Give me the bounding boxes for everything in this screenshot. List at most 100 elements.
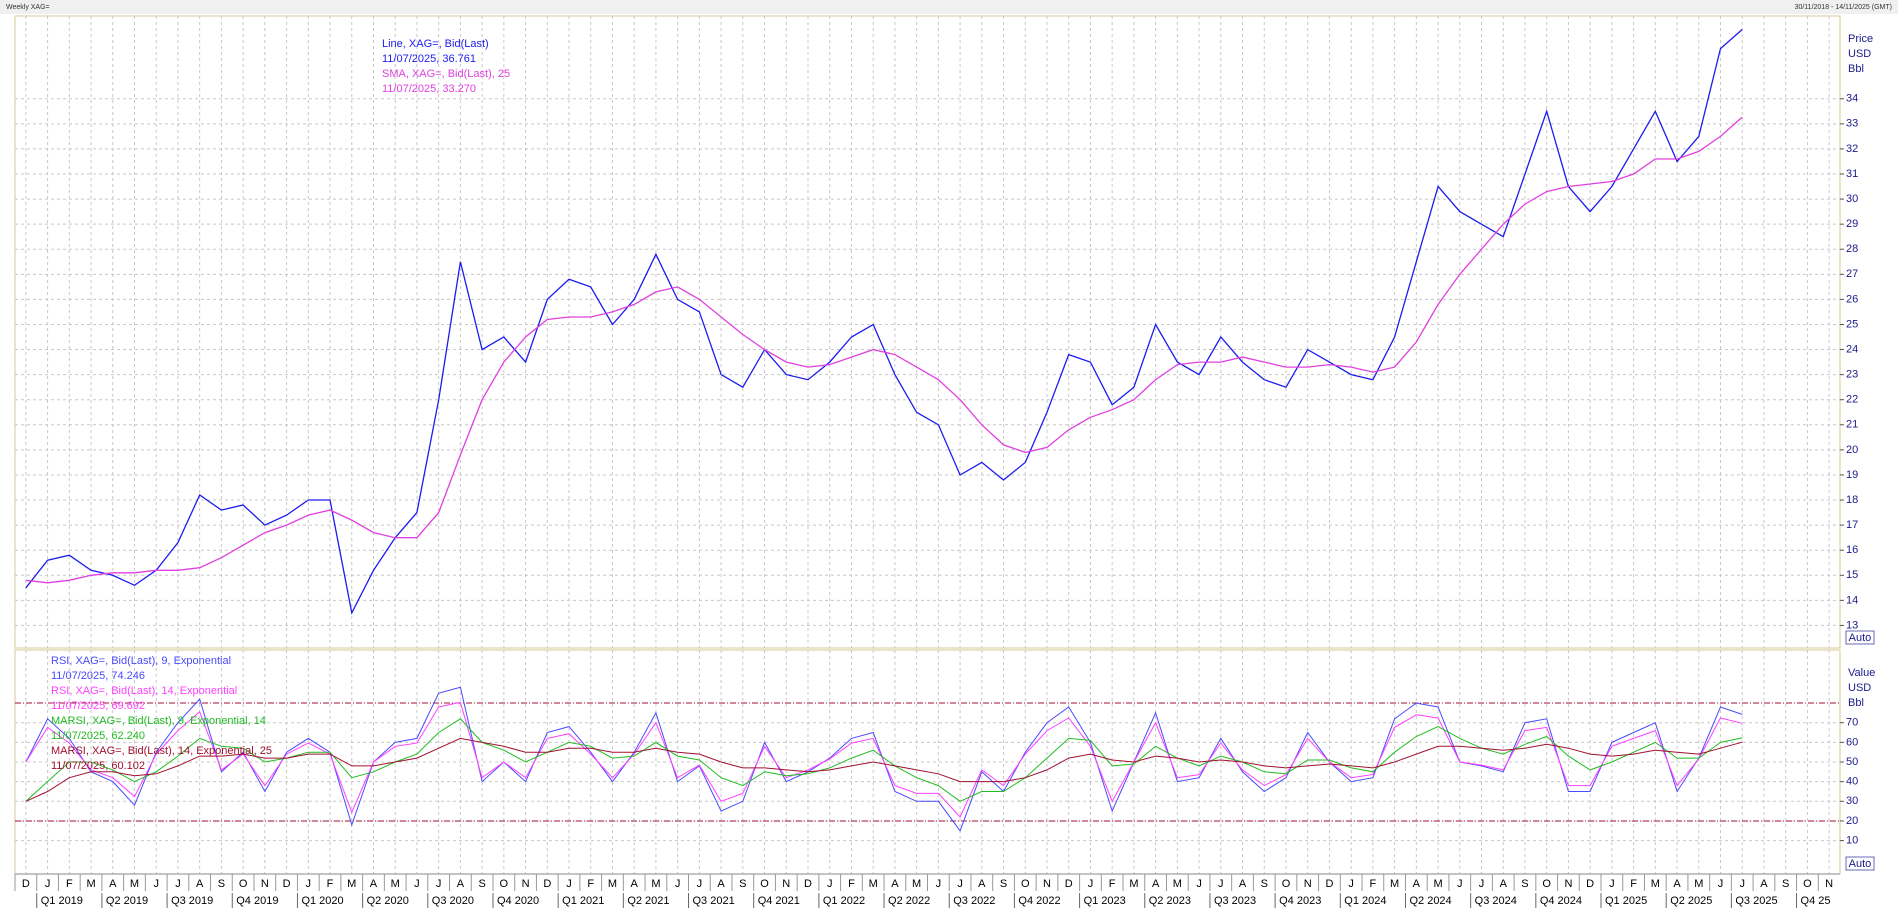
series-line (25, 737, 1743, 802)
x-tick-label: J (827, 878, 833, 890)
quarter-label: Q2 2020 (367, 895, 409, 907)
x-tick-label: F (848, 878, 855, 890)
quarter-label: Q2 2022 (888, 895, 930, 907)
legend-detail: 11/07/2025, 69.692 (51, 700, 145, 712)
y-tick-label: 30 (1846, 193, 1858, 205)
x-tick-label: N (261, 878, 269, 890)
x-tick-label: D (804, 878, 812, 890)
legend-detail: 11/07/2025, 33.270 (382, 83, 476, 95)
x-tick-label: S (1261, 878, 1268, 890)
quarter-label: Q1 2024 (1344, 895, 1386, 907)
x-tick-label: A (891, 878, 899, 890)
x-tick-label: A (109, 878, 117, 890)
quarter-label: Q4 2022 (1018, 895, 1060, 907)
x-tick-label: M (86, 878, 95, 890)
legend-name: RSI, XAG=, Bid(Last), 14, Exponential (51, 685, 237, 697)
x-tick-label: A (717, 878, 725, 890)
date-range: 30/11/2018 - 14/11/2025 (GMT) (1795, 4, 1892, 11)
x-tick-label: J (436, 878, 442, 890)
y-tick-label: 19 (1846, 469, 1858, 481)
x-tick-label: S (1782, 878, 1789, 890)
quarter-label: Q1 2019 (41, 895, 83, 907)
x-tick-label: N (782, 878, 790, 890)
quarter-label: Q4 2023 (1279, 895, 1321, 907)
x-tick-label: A (978, 878, 986, 890)
x-tick-label: F (1630, 878, 1637, 890)
x-tick-label: M (1694, 878, 1703, 890)
x-tick-label: S (1521, 878, 1528, 890)
x-tick-label: M (651, 878, 660, 890)
y-tick-label: 24 (1846, 343, 1858, 355)
x-tick-label: F (327, 878, 334, 890)
x-tick-label: D (1325, 878, 1333, 890)
x-tick-label: D (22, 878, 30, 890)
x-tick-label: N (1825, 878, 1833, 890)
x-tick-label: J (1739, 878, 1745, 890)
quarter-label: Q1 2021 (562, 895, 604, 907)
quarter-label: Q3 2022 (953, 895, 995, 907)
x-tick-label: J (1196, 878, 1202, 890)
x-tick-label: N (1304, 878, 1312, 890)
x-tick-label: M (912, 878, 921, 890)
quarter-label: Q3 2023 (1214, 895, 1256, 907)
x-tick-label: F (1370, 878, 1377, 890)
y-tick-label: 25 (1846, 318, 1858, 330)
x-tick-label: A (1500, 878, 1508, 890)
y-tick-label: 70 (1846, 717, 1858, 729)
x-tick-label: D (543, 878, 551, 890)
axis-label: USD (1848, 48, 1871, 60)
legend-name: SMA, XAG=, Bid(Last), 25 (382, 68, 510, 80)
y-tick-label: 20 (1846, 444, 1858, 456)
x-tick-label: D (1065, 878, 1073, 890)
axis-label: Price (1848, 33, 1873, 45)
x-tick-label: M (130, 878, 139, 890)
legend-name: Line, XAG=, Bid(Last) (382, 38, 489, 50)
quarter-label: Q2 2025 (1670, 895, 1712, 907)
auto-button-label: Auto (1849, 632, 1872, 644)
y-tick-label: 26 (1846, 293, 1858, 305)
x-tick-label: N (522, 878, 530, 890)
x-tick-label: J (936, 878, 942, 890)
quarter-label: Q4 25 (1801, 895, 1831, 907)
y-tick-label: 30 (1846, 795, 1858, 807)
x-tick-label: O (500, 878, 509, 890)
series-line (25, 116, 1743, 584)
legend-name: RSI, XAG=, Bid(Last), 9, Exponential (51, 655, 231, 667)
quarter-label: Q3 2021 (693, 895, 735, 907)
y-tick-label: 34 (1846, 93, 1858, 105)
x-tick-label: J (675, 878, 681, 890)
x-tick-label: J (1609, 878, 1615, 890)
y-tick-label: 16 (1846, 544, 1858, 556)
quarter-label: Q3 2025 (1735, 895, 1777, 907)
y-tick-label: 27 (1846, 268, 1858, 280)
axis-label: Bbl (1848, 63, 1864, 75)
quarter-label: Q4 2021 (758, 895, 800, 907)
x-tick-label: J (153, 878, 159, 890)
x-tick-label: J (566, 878, 572, 890)
x-tick-label: J (697, 878, 703, 890)
x-tick-label: M (1173, 878, 1182, 890)
legend-name: MARSI, XAG=, Bid(Last), 14, Exponential,… (51, 745, 272, 757)
y-tick-label: 33 (1846, 118, 1858, 130)
x-tick-label: J (1718, 878, 1724, 890)
y-tick-label: 32 (1846, 143, 1858, 155)
y-tick-label: 60 (1846, 736, 1858, 748)
quarter-label: Q4 2020 (497, 895, 539, 907)
x-tick-label: O (1542, 878, 1551, 890)
legend-detail: 11/07/2025, 62.240 (51, 730, 145, 742)
x-tick-label: N (1564, 878, 1572, 890)
x-tick-label: O (1282, 878, 1291, 890)
x-tick-label: J (957, 878, 963, 890)
x-tick-label: M (869, 878, 878, 890)
x-tick-label: A (1413, 878, 1421, 890)
quarter-label: Q1 2020 (301, 895, 343, 907)
y-tick-label: 31 (1846, 168, 1858, 180)
y-tick-label: 20 (1846, 815, 1858, 827)
series-line (25, 718, 1743, 802)
x-tick-label: J (1088, 878, 1094, 890)
x-tick-label: S (1000, 878, 1007, 890)
y-tick-label: 28 (1846, 243, 1858, 255)
y-tick-label: 18 (1846, 494, 1858, 506)
